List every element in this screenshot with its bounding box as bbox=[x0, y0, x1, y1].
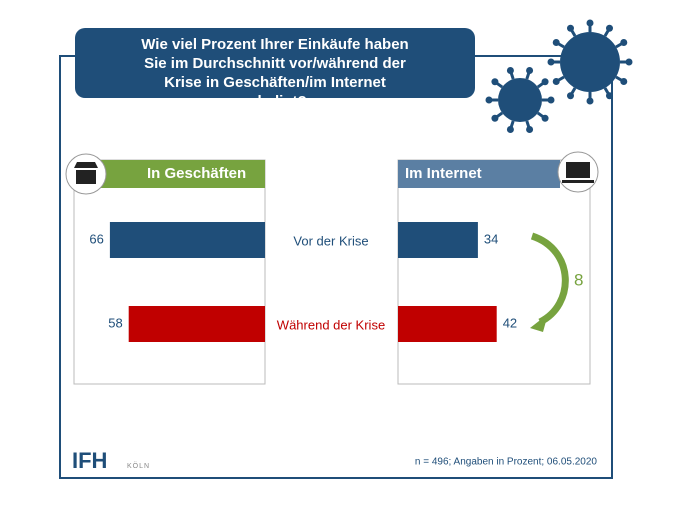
bar bbox=[398, 222, 478, 258]
plot: In Geschäften 66 58 Im Internet 34 42 Vor der … bbox=[89, 160, 583, 342]
change-label: 8 bbox=[574, 270, 583, 289]
virus-spike-tip bbox=[625, 58, 633, 66]
virus-spike-tip bbox=[567, 24, 574, 32]
virus-spike-tip bbox=[547, 58, 555, 66]
laptop-icon-shape bbox=[562, 162, 594, 183]
virus-spike-tip bbox=[526, 125, 534, 133]
virus-spike-tip bbox=[586, 97, 594, 105]
virus-spike-tip bbox=[586, 19, 594, 27]
panel bbox=[73, 159, 266, 385]
store-icon-shape bbox=[74, 162, 98, 184]
bar bbox=[109, 222, 266, 258]
virus-spike-tip bbox=[541, 114, 549, 122]
panel bbox=[397, 159, 591, 385]
brand-name: IFH bbox=[72, 448, 107, 473]
title-box bbox=[75, 28, 475, 98]
virus-spike-tip bbox=[491, 114, 499, 122]
virus-spike-tip bbox=[606, 24, 613, 32]
value-label: 66 bbox=[89, 231, 103, 246]
virus-spike-tip bbox=[567, 92, 574, 100]
value-label: 58 bbox=[108, 315, 122, 330]
category-label: Vor der Krise bbox=[293, 233, 368, 248]
bar bbox=[398, 306, 497, 342]
note: n = 496; Angaben in Prozent; 06.05.2020 bbox=[415, 457, 598, 468]
legend-label: Im Internet bbox=[405, 165, 482, 182]
virus-spike-tip bbox=[552, 78, 560, 85]
virus-spikes bbox=[485, 19, 633, 133]
virus-spike-tip bbox=[606, 92, 613, 100]
value-label: 34 bbox=[484, 231, 498, 246]
panel-header bbox=[100, 160, 265, 188]
virus-spike-tip bbox=[552, 39, 560, 46]
virus-spike-tip bbox=[541, 78, 549, 86]
virus-spike-tip bbox=[485, 96, 493, 104]
virus-spike-tip bbox=[506, 125, 514, 133]
virus-spike-tip bbox=[620, 39, 628, 46]
brand-sub: KÖLN bbox=[127, 462, 150, 470]
panel-header bbox=[398, 160, 560, 188]
category-label: Während der Krise bbox=[277, 317, 385, 332]
virus-spike-tip bbox=[620, 78, 628, 85]
change-arrowhead bbox=[530, 314, 548, 332]
value-label: 42 bbox=[503, 315, 517, 330]
virus-spike-tip bbox=[491, 78, 499, 86]
chart-title: Wie viel Prozent Ihrer Einkäufe haben Sie… bbox=[141, 36, 408, 110]
virus-spike-tip bbox=[506, 67, 514, 75]
change-arrow bbox=[530, 232, 569, 326]
virus-decoration bbox=[498, 32, 620, 122]
virus-spike-tip bbox=[526, 67, 534, 75]
legend-label: In Geschäften bbox=[147, 165, 246, 182]
virus-spike-tip bbox=[547, 96, 555, 104]
bar bbox=[128, 306, 265, 342]
